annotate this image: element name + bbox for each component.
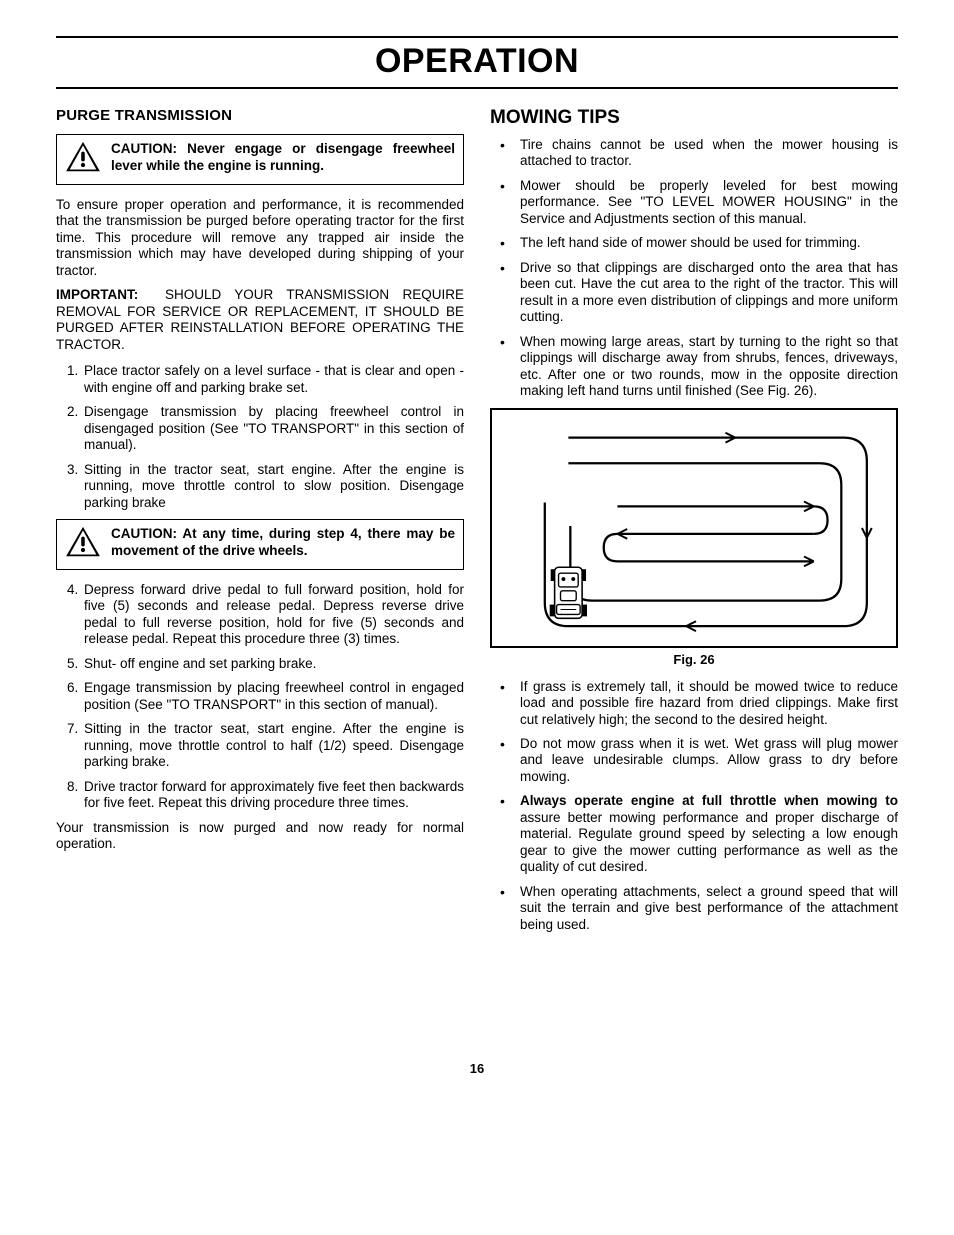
list-item: Disengage transmission by placing freewh… <box>82 404 464 453</box>
caution-text-2: CAUTION: At any time, during step 4, the… <box>111 526 455 560</box>
tip-text: If grass is extremely tall, it should be… <box>520 679 898 727</box>
warning-icon <box>65 526 101 563</box>
steps-list-a: Place tractor safely on a level surface … <box>56 363 464 511</box>
right-column: MOWING TIPS Tire chains cannot be used w… <box>490 107 898 941</box>
figure-26 <box>490 408 898 648</box>
tips-list-a: Tire chains cannot be used when the mowe… <box>490 137 898 400</box>
list-item: Sitting in the tractor seat, start engin… <box>82 721 464 770</box>
list-item: Drive tractor forward for approximately … <box>82 779 464 812</box>
tip-text: When operating attachments, select a gro… <box>520 884 898 932</box>
tips-list-b: If grass is extremely tall, it should be… <box>490 679 898 934</box>
page-number: 16 <box>56 1061 898 1076</box>
important-label: IMPORTANT: <box>56 287 138 302</box>
tip-bold: Always operate engine at full throttle w… <box>520 793 898 808</box>
list-item: Mower should be properly leveled for bes… <box>490 178 898 227</box>
tip-text: assure better mowing performance and pro… <box>520 810 898 874</box>
caution-box-1: CAUTION: Never engage or disengage freew… <box>56 134 464 185</box>
list-item: Place tractor safely on a level surface … <box>82 363 464 396</box>
list-item: Sitting in the tractor seat, start engin… <box>82 462 464 511</box>
top-rule <box>56 36 898 38</box>
mowing-heading: MOWING TIPS <box>490 107 898 129</box>
list-item: Depress forward drive pedal to full forw… <box>82 582 464 648</box>
list-item: Engage transmission by placing freewheel… <box>82 680 464 713</box>
warning-icon <box>65 141 101 178</box>
list-item: If grass is extremely tall, it should be… <box>490 679 898 728</box>
list-item: Drive so that clippings are discharged o… <box>490 260 898 326</box>
caution-box-2: CAUTION: At any time, during step 4, the… <box>56 519 464 570</box>
content-columns: PURGE TRANSMISSION CAUTION: Never engage… <box>56 107 898 941</box>
list-item: When mowing large areas, start by turnin… <box>490 334 898 400</box>
purge-heading: PURGE TRANSMISSION <box>56 107 464 124</box>
figure-caption: Fig. 26 <box>490 652 898 667</box>
caution-text-1: CAUTION: Never engage or disengage freew… <box>111 141 455 175</box>
important-paragraph: IMPORTANT: SHOULD YOUR TRANSMISSION REQU… <box>56 287 464 353</box>
list-item: Tire chains cannot be used when the mowe… <box>490 137 898 170</box>
list-item: Do not mow grass when it is wet. Wet gra… <box>490 736 898 785</box>
tip-text: Do not mow grass when it is wet. Wet gra… <box>520 736 898 784</box>
outro-paragraph: Your transmission is now purged and now … <box>56 820 464 853</box>
steps-list-b: Depress forward drive pedal to full forw… <box>56 582 464 812</box>
left-column: PURGE TRANSMISSION CAUTION: Never engage… <box>56 107 464 941</box>
list-item: Always operate engine at full throttle w… <box>490 793 898 875</box>
bottom-rule <box>56 87 898 89</box>
list-item: When operating attachments, select a gro… <box>490 884 898 933</box>
list-item: The left hand side of mower should be us… <box>490 235 898 251</box>
list-item: Shut- off engine and set parking brake. <box>82 656 464 672</box>
page-title: OPERATION <box>56 42 898 81</box>
intro-paragraph: To ensure proper operation and performan… <box>56 197 464 279</box>
